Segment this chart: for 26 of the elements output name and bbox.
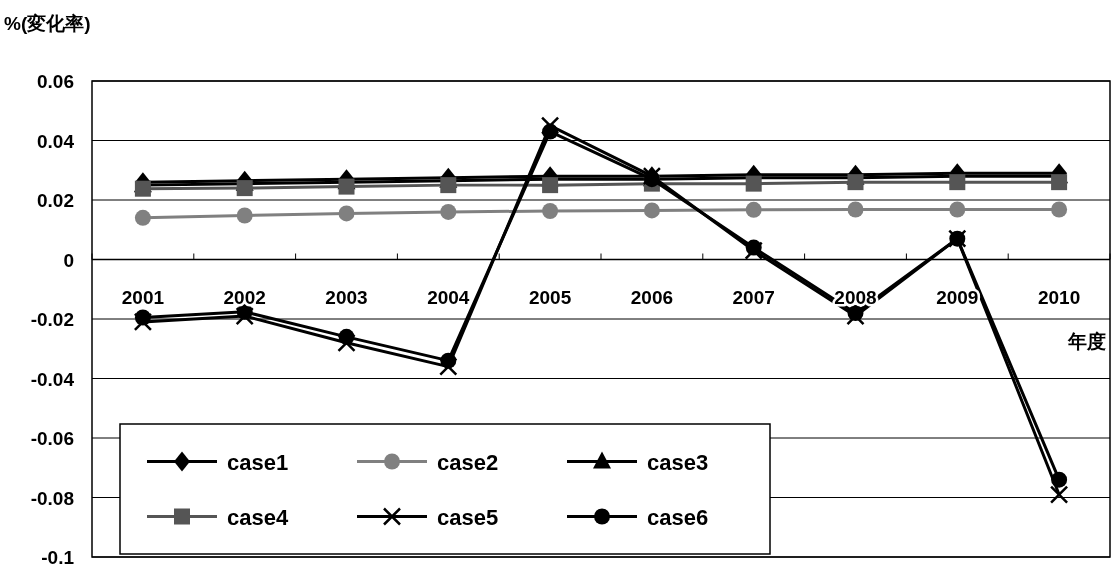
y-tick-label: -0.1 bbox=[41, 547, 75, 568]
x-tick-label: 2005 bbox=[528, 286, 572, 308]
legend-label: case4 bbox=[227, 504, 289, 530]
x-tick-label: 2004 bbox=[427, 286, 470, 308]
x-tick-label: 2006 bbox=[630, 286, 674, 308]
x-tick-label: 2007 bbox=[732, 286, 775, 308]
x-tick-label: 2003 bbox=[325, 286, 368, 308]
y-tick-label: -0.02 bbox=[30, 309, 74, 330]
x-tick-label: 2009 bbox=[936, 286, 979, 308]
legend-label: case6 bbox=[647, 504, 709, 530]
x-tick-label: 2001 bbox=[121, 286, 165, 308]
legend-label: case3 bbox=[647, 449, 709, 475]
x-axis-title: 年度 bbox=[1067, 330, 1106, 352]
y-tick-label: -0.06 bbox=[30, 428, 74, 449]
x-tick-label: 2010 bbox=[1037, 286, 1081, 308]
legend-label: case1 bbox=[227, 449, 289, 475]
legend-label: case5 bbox=[437, 504, 499, 530]
x-tick-label: 2002 bbox=[223, 286, 266, 308]
y-tick-label: 0.02 bbox=[37, 190, 74, 211]
y-axis-title: %(変化率) bbox=[4, 13, 91, 34]
legend-label: case2 bbox=[437, 449, 499, 475]
y-tick-label: 0.04 bbox=[37, 130, 75, 152]
y-tick-label: 0.06 bbox=[37, 71, 74, 92]
y-tick-label: -0.08 bbox=[30, 487, 74, 509]
y-tick-label: -0.04 bbox=[30, 368, 75, 390]
y-tick-label: 0 bbox=[63, 249, 74, 271]
